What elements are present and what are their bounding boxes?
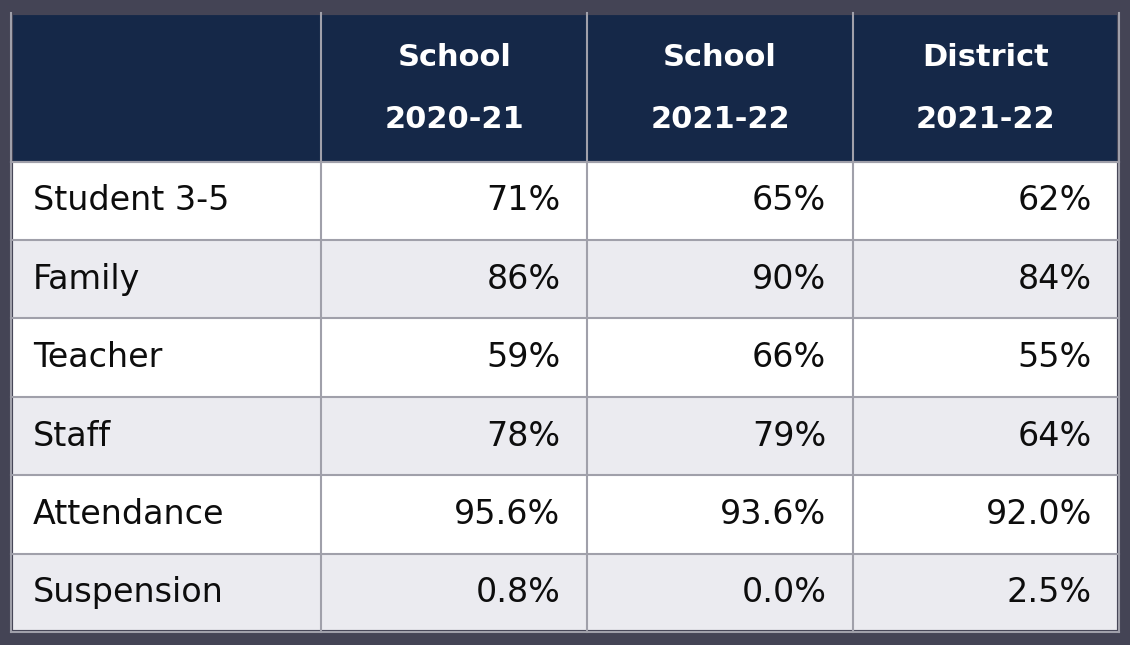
Bar <box>588 319 853 397</box>
Bar <box>588 553 853 632</box>
Text: 84%: 84% <box>1018 263 1092 295</box>
Text: 66%: 66% <box>753 341 826 374</box>
Text: District: District <box>922 43 1049 72</box>
Text: Suspension: Suspension <box>33 577 224 610</box>
Text: Teacher: Teacher <box>33 341 163 374</box>
Text: 62%: 62% <box>1018 184 1092 217</box>
Bar <box>11 475 321 553</box>
Text: Family: Family <box>33 263 140 295</box>
Bar <box>588 13 853 161</box>
Text: 71%: 71% <box>486 184 560 217</box>
Bar <box>588 397 853 475</box>
Bar <box>321 475 588 553</box>
Text: School: School <box>398 43 511 72</box>
Bar <box>11 397 321 475</box>
Bar <box>853 475 1119 553</box>
Bar <box>853 13 1119 161</box>
Bar <box>321 397 588 475</box>
Bar <box>853 319 1119 397</box>
Text: 92.0%: 92.0% <box>985 498 1092 531</box>
Text: 0.0%: 0.0% <box>741 577 826 610</box>
Text: 64%: 64% <box>1018 419 1092 453</box>
Bar <box>321 240 588 319</box>
Text: 93.6%: 93.6% <box>720 498 826 531</box>
Bar <box>11 161 321 240</box>
Bar <box>588 240 853 319</box>
Text: 90%: 90% <box>753 263 826 295</box>
Text: 79%: 79% <box>753 419 826 453</box>
Bar <box>853 553 1119 632</box>
Bar <box>853 161 1119 240</box>
Text: 78%: 78% <box>486 419 560 453</box>
Text: 95.6%: 95.6% <box>454 498 560 531</box>
Bar <box>853 240 1119 319</box>
Bar <box>321 161 588 240</box>
Text: Attendance: Attendance <box>33 498 225 531</box>
Text: 59%: 59% <box>486 341 560 374</box>
Bar <box>11 240 321 319</box>
Text: School: School <box>663 43 777 72</box>
Bar <box>588 161 853 240</box>
Bar <box>321 13 588 161</box>
Text: 55%: 55% <box>1018 341 1092 374</box>
Bar <box>321 553 588 632</box>
Text: Student 3-5: Student 3-5 <box>33 184 229 217</box>
Text: Staff: Staff <box>33 419 111 453</box>
Bar <box>11 13 321 161</box>
Bar <box>853 397 1119 475</box>
Bar <box>321 319 588 397</box>
Text: 0.8%: 0.8% <box>476 577 560 610</box>
Text: 2021-22: 2021-22 <box>916 105 1055 134</box>
Bar <box>11 553 321 632</box>
Bar <box>11 319 321 397</box>
Text: 2020-21: 2020-21 <box>384 105 524 134</box>
Text: 86%: 86% <box>486 263 560 295</box>
Text: 2.5%: 2.5% <box>1007 577 1092 610</box>
Text: 2021-22: 2021-22 <box>650 105 790 134</box>
Bar <box>588 475 853 553</box>
Text: 65%: 65% <box>753 184 826 217</box>
